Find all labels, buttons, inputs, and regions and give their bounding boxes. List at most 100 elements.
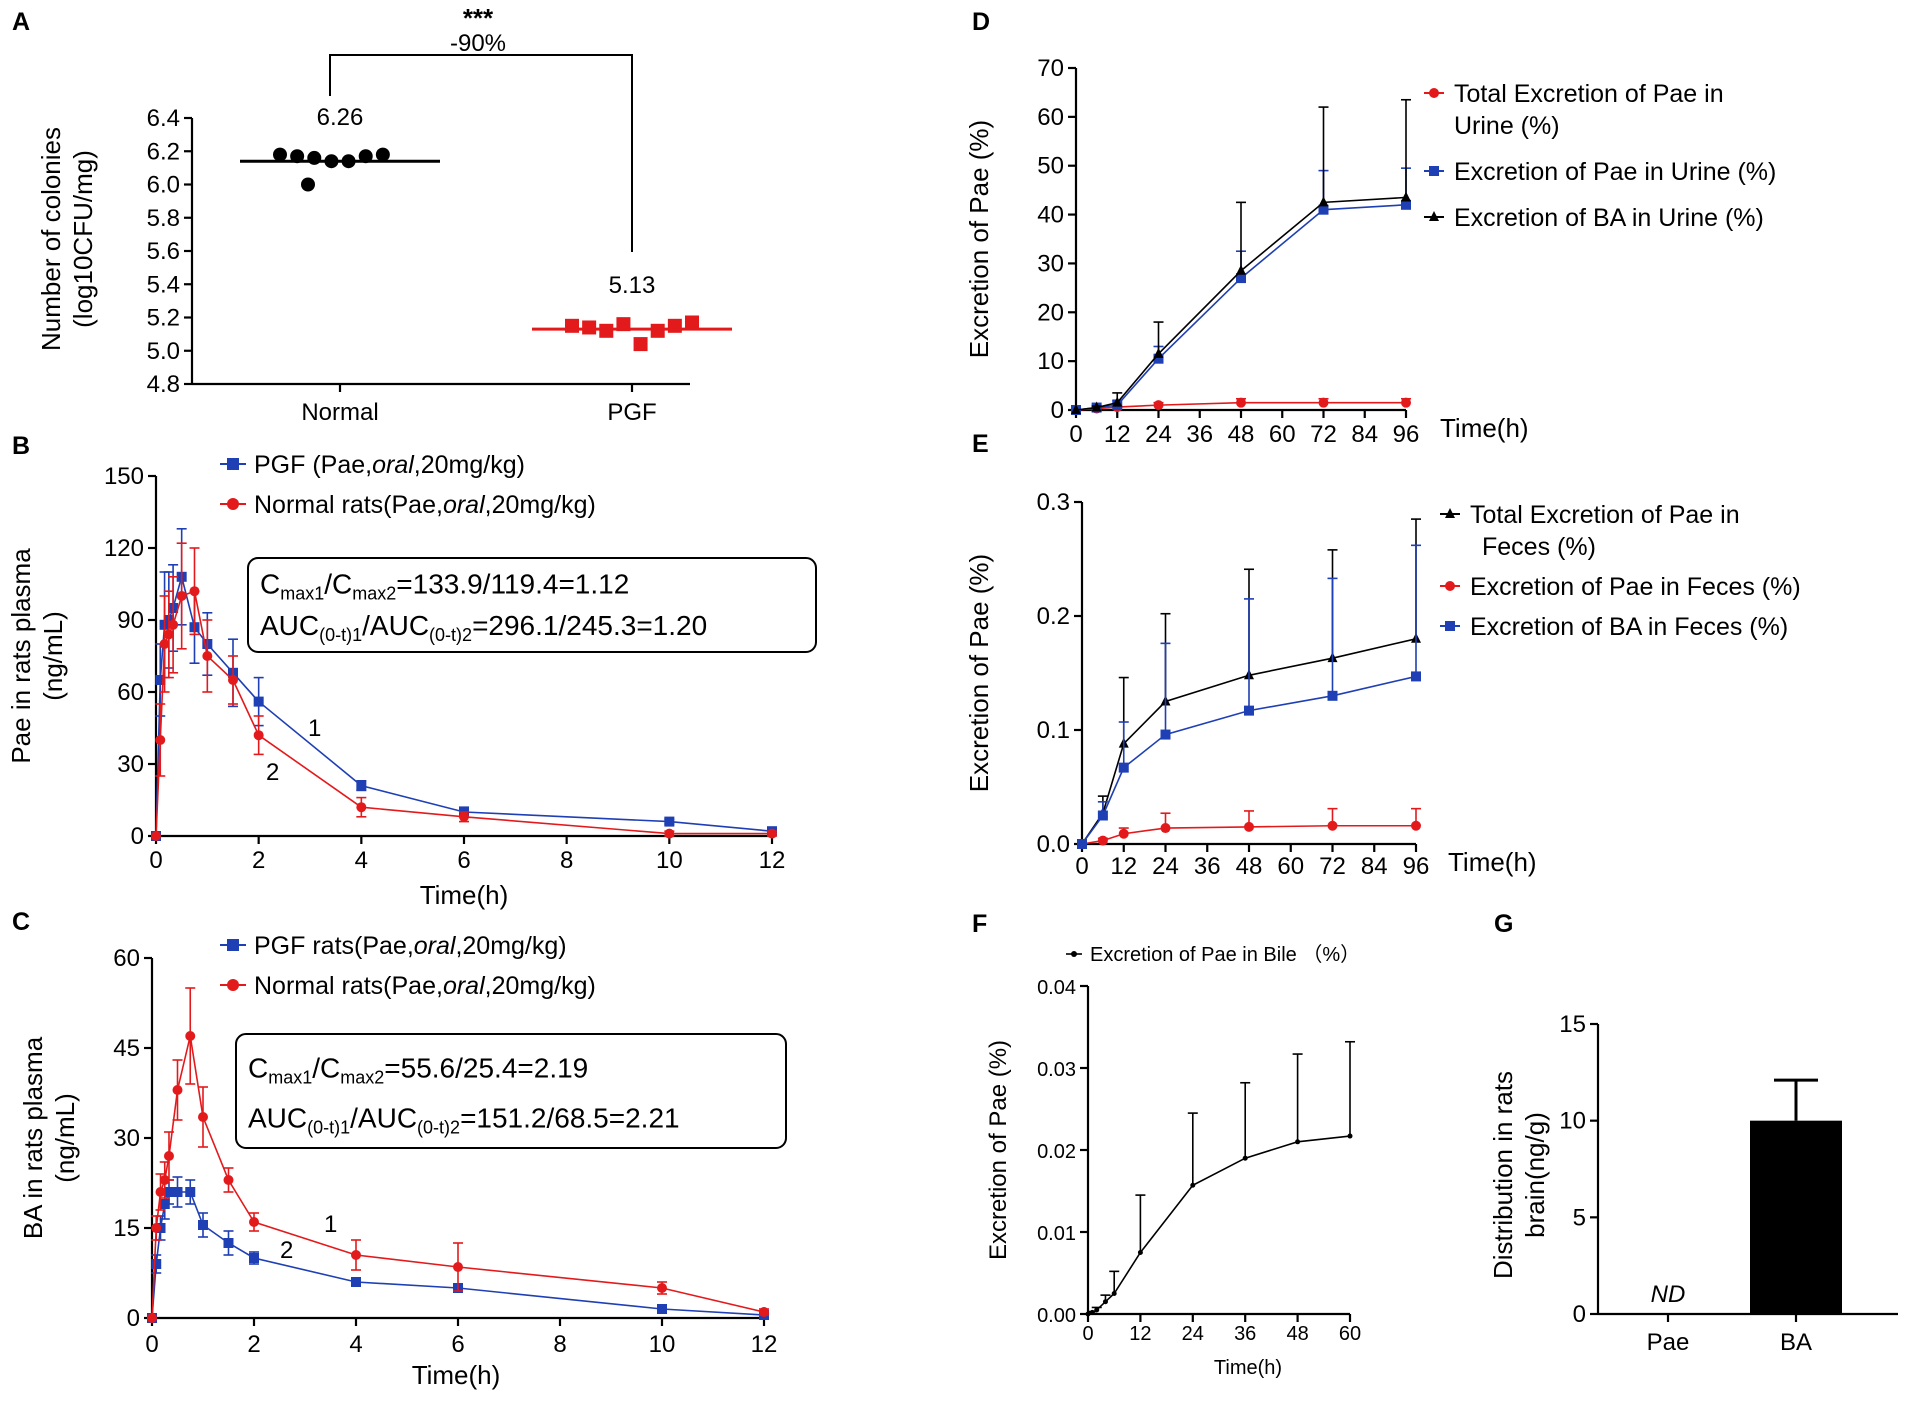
data-point [657, 1304, 667, 1314]
cmax-ratio: Cmax1/Cmax2=55.6/25.4=2.19 [248, 1052, 588, 1087]
legend-label: Total Excretion of Pae in [1454, 80, 1724, 108]
data-point [189, 586, 200, 597]
data-point [453, 1262, 463, 1272]
x-axis-label: Time(h) [420, 880, 509, 910]
legend-italic: oral [372, 451, 415, 479]
legend-text: ,20mg/kg) [485, 491, 596, 519]
x-tick-label: 36 [1186, 421, 1213, 448]
legend-text: ,20mg/kg) [485, 972, 596, 1000]
data-point [151, 1259, 162, 1269]
data-point [155, 735, 166, 745]
y-axis-label: Excretion of Pae (%) [964, 554, 994, 792]
data-point [159, 639, 170, 649]
data-point [1327, 820, 1338, 831]
x-tick-label: 24 [1145, 421, 1172, 448]
legend-marker [1429, 88, 1439, 98]
y-tick-label: 60 [117, 679, 144, 706]
y-tick-label: 30 [113, 1125, 140, 1152]
auc-text: AUC [260, 610, 319, 641]
series-1 [151, 542, 777, 841]
legend-italic: oral [443, 491, 486, 519]
data-point [172, 1187, 183, 1197]
y-tick-label: 5.6 [147, 238, 180, 265]
x-axis-label: Time(h) [412, 1360, 501, 1390]
data-point [1244, 705, 1254, 716]
y-tick-label: 0 [127, 1305, 140, 1332]
legend-label: Feces (%) [1482, 533, 1596, 561]
legend-text: PGF rats(Pae, [254, 932, 414, 960]
data-point [249, 1217, 259, 1227]
data-point [650, 323, 665, 338]
legend-label: PGF (Pae,oral,20mg/kg) [254, 451, 525, 479]
x-tick-label: 12 [1110, 853, 1137, 880]
data-point [582, 320, 597, 335]
y-tick-label: 0.01 [1037, 1223, 1076, 1245]
data-point [198, 1220, 208, 1230]
data-point [1077, 839, 1087, 849]
data-point [1085, 1311, 1091, 1317]
auc-sub: (0-t)1 [307, 1117, 350, 1137]
x-tick-label: 4 [355, 847, 368, 874]
y-tick-label: 70 [1037, 55, 1064, 82]
data-point [176, 591, 187, 601]
legend-marker [1071, 951, 1077, 957]
x-tick-label: 96 [1393, 421, 1420, 448]
data-point [633, 337, 648, 352]
data-point [151, 1223, 162, 1233]
data-point [1236, 264, 1246, 275]
x-tick-label: 24 [1152, 853, 1179, 880]
y-tick-label: 150 [104, 463, 144, 490]
y-tick-label: 0 [1573, 1301, 1586, 1328]
legend-label: PGF rats(Pae,oral,20mg/kg) [254, 932, 567, 960]
cmax-text: /C [312, 1052, 340, 1083]
x-tick-label: 10 [649, 1331, 676, 1358]
data-point [1236, 397, 1246, 408]
data-point [759, 1307, 769, 1317]
x-tick-label: 0 [1082, 1323, 1093, 1345]
x-tick-label: 60 [1277, 853, 1304, 880]
x-tick-label: 36 [1194, 853, 1221, 880]
data-point [1153, 353, 1164, 364]
y-tick-label: 5 [1573, 1204, 1586, 1231]
x-tick-label: Pae [1647, 1329, 1690, 1356]
y-tick-label: 10 [1559, 1108, 1586, 1135]
auc-text: /AUC [350, 1102, 417, 1133]
data-point [253, 696, 264, 707]
legend-marker [227, 458, 239, 470]
data-point [1327, 690, 1338, 701]
data-point [1401, 191, 1411, 202]
legend-text: PGF (Pae, [254, 451, 372, 479]
x-tick-label: 48 [1236, 853, 1263, 880]
data-point [1089, 1309, 1095, 1315]
legend-marker [1445, 508, 1455, 518]
y-tick-label: 60 [1037, 104, 1064, 131]
curve-label: 1 [308, 715, 321, 742]
data-point [767, 828, 777, 839]
x-tick-label: 36 [1234, 1323, 1256, 1345]
auc-sub: (0-t)2 [417, 1117, 460, 1137]
data-point [172, 1085, 183, 1095]
data-point [1137, 1250, 1143, 1255]
y-tick-label: 30 [1037, 250, 1064, 277]
cmax-sub: max2 [340, 1067, 384, 1087]
y-tick-label: 0.04 [1037, 977, 1076, 999]
legend-italic: oral [414, 932, 457, 960]
curve-label: 2 [266, 759, 279, 786]
x-axis-label: Time(h) [1214, 1357, 1282, 1379]
y-tick-label: 60 [113, 945, 140, 972]
significance-bracket [329, 54, 633, 252]
data-point [1411, 671, 1421, 682]
y-tick-label: 50 [1037, 153, 1064, 180]
data-point [1112, 396, 1123, 407]
data-point [356, 802, 367, 813]
y-tick-label: 15 [1559, 1011, 1586, 1038]
y-tick-label: 40 [1037, 202, 1064, 229]
cmax-text: C [248, 1052, 268, 1083]
x-tick-label: 12 [759, 847, 786, 874]
x-tick-label: 0 [149, 847, 162, 874]
y-tick-label: 120 [104, 535, 144, 562]
y-axis-label: Number of colonies [36, 127, 66, 351]
legend-text: ,20mg/kg) [455, 932, 566, 960]
x-tick-label: PGF [607, 399, 656, 426]
